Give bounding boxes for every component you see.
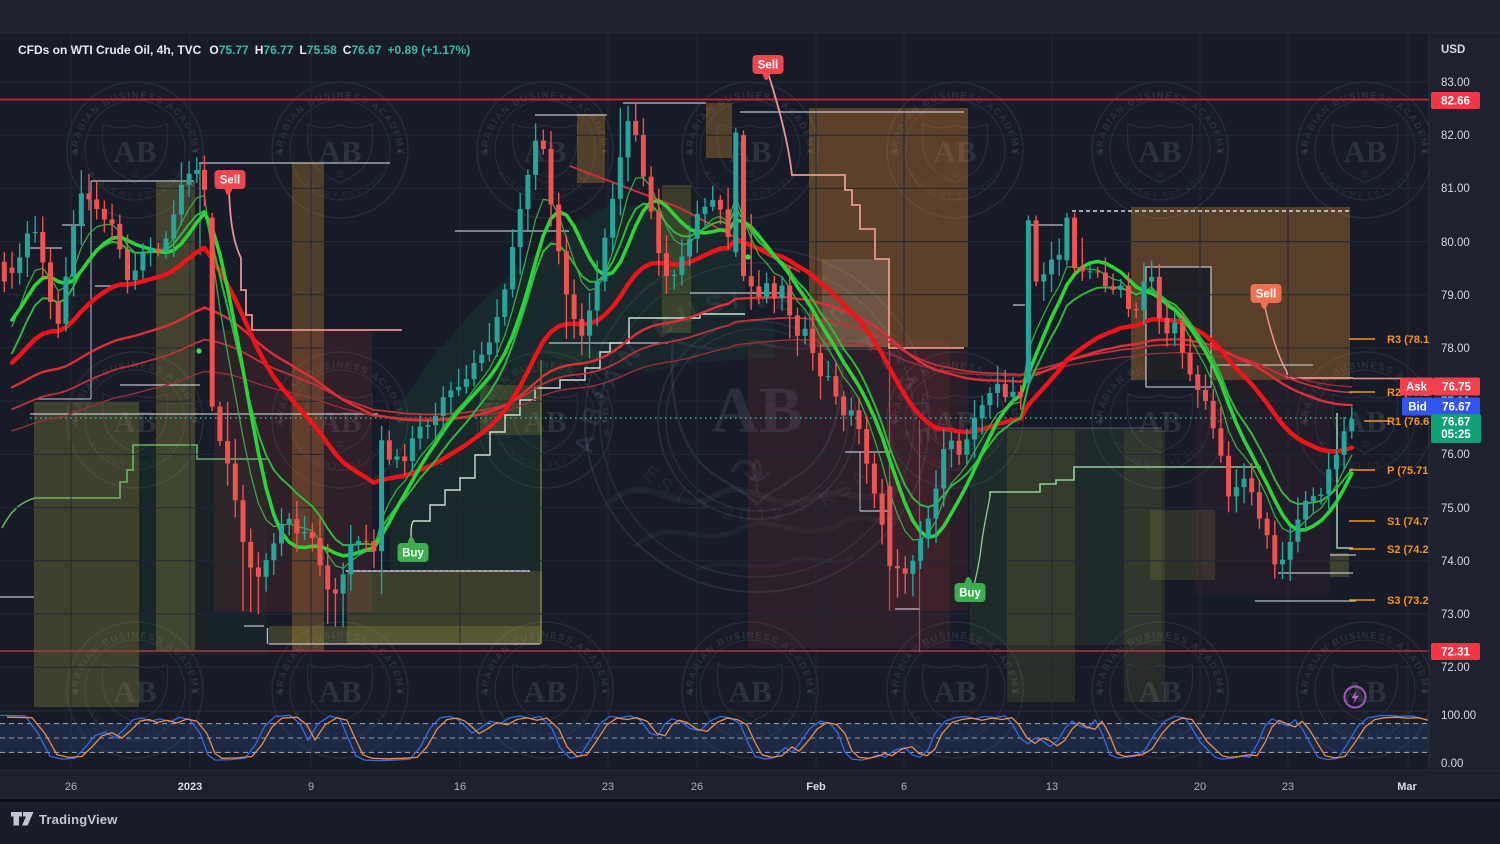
- svg-text:75.00: 75.00: [1441, 503, 1470, 515]
- svg-text:74.00: 74.00: [1441, 556, 1470, 568]
- svg-text:72.00: 72.00: [1441, 662, 1470, 674]
- svg-text:82.00: 82.00: [1441, 130, 1470, 142]
- svg-text:26: 26: [691, 781, 703, 793]
- svg-text:23: 23: [1282, 781, 1294, 793]
- svg-text:9: 9: [308, 781, 314, 793]
- svg-text:23: 23: [602, 781, 614, 793]
- svg-text:USD: USD: [1441, 44, 1465, 56]
- svg-text:R3 (78.1: R3 (78.1: [1387, 334, 1429, 346]
- svg-text:76.67: 76.67: [1442, 417, 1471, 429]
- svg-text:TradingView: TradingView: [39, 812, 118, 827]
- svg-text:0.00: 0.00: [1441, 758, 1463, 770]
- svg-text:Sell: Sell: [1256, 289, 1276, 301]
- svg-text:16: 16: [454, 781, 466, 793]
- svg-text:Sell: Sell: [220, 175, 240, 187]
- svg-text:76.00: 76.00: [1441, 449, 1470, 461]
- svg-text:83.00: 83.00: [1441, 77, 1470, 89]
- svg-text:20: 20: [1194, 781, 1206, 793]
- svg-text:CFDs on WTI Crude Oil, 4h, TVC: CFDs on WTI Crude Oil, 4h, TVC O75.77 H76.…: [18, 43, 470, 57]
- svg-text:82.66: 82.66: [1441, 96, 1470, 108]
- svg-text:Buy: Buy: [959, 588, 981, 600]
- svg-text:05:25: 05:25: [1441, 429, 1471, 441]
- svg-text:AB: AB: [711, 374, 803, 447]
- svg-text:Sell: Sell: [758, 60, 778, 72]
- svg-text:S1 (74.7: S1 (74.7: [1387, 516, 1429, 528]
- svg-text:R1 (76.6: R1 (76.6: [1387, 416, 1429, 428]
- svg-text:Bid: Bid: [1408, 402, 1427, 414]
- svg-text:100.00: 100.00: [1441, 710, 1476, 722]
- svg-text:2023: 2023: [178, 781, 202, 793]
- svg-text:76.75: 76.75: [1442, 382, 1471, 394]
- svg-text:79.00: 79.00: [1441, 290, 1470, 302]
- svg-text:81.00: 81.00: [1441, 183, 1470, 195]
- svg-text:13: 13: [1046, 781, 1058, 793]
- svg-text:Feb: Feb: [806, 781, 826, 793]
- svg-text:78.00: 78.00: [1441, 343, 1470, 355]
- svg-text:Ask: Ask: [1406, 382, 1428, 394]
- svg-text:72.31: 72.31: [1441, 647, 1470, 659]
- svg-text:S3 (73.2: S3 (73.2: [1387, 595, 1429, 607]
- svg-text:76.67: 76.67: [1442, 402, 1471, 414]
- svg-text:6: 6: [901, 781, 907, 793]
- svg-text:26: 26: [65, 781, 77, 793]
- svg-text:Buy: Buy: [402, 548, 424, 560]
- svg-text:S2 (74.2: S2 (74.2: [1387, 544, 1429, 556]
- svg-text:80.00: 80.00: [1441, 237, 1470, 249]
- svg-text:P (75.71: P (75.71: [1387, 465, 1428, 477]
- svg-text:★: ★: [600, 425, 613, 442]
- svg-text:Mar: Mar: [1397, 781, 1417, 793]
- svg-text:73.00: 73.00: [1441, 609, 1470, 621]
